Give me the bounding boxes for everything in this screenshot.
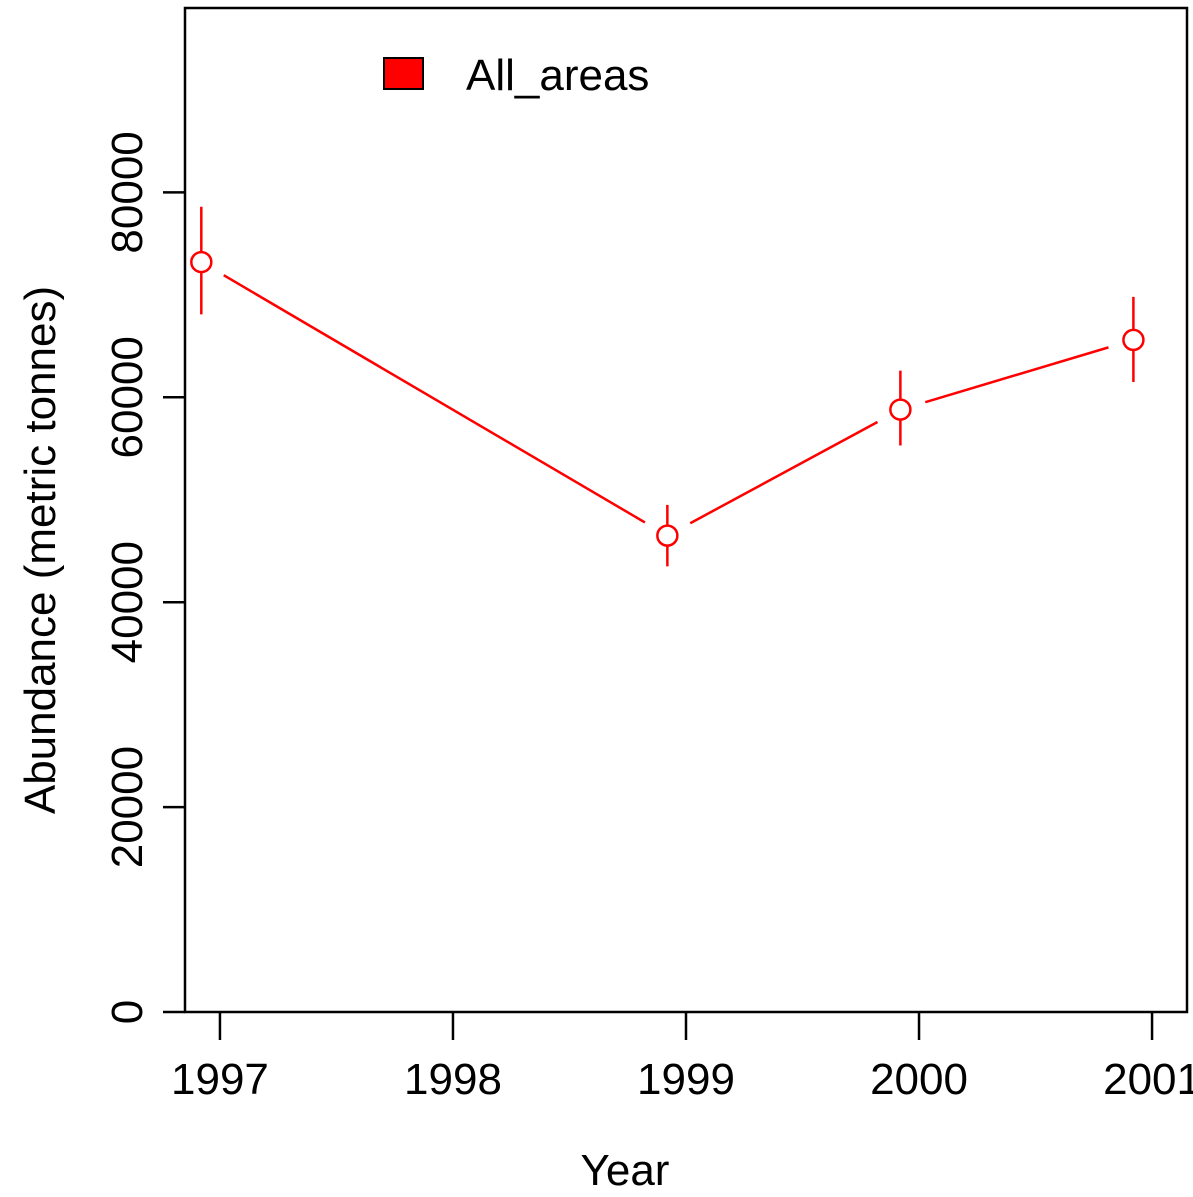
y-axis: 0 20000 40000 60000 80000 [103,131,185,1024]
x-axis-label: Year [581,1146,670,1195]
data-point [1122,328,1145,352]
data-point [656,524,679,547]
data-point [889,398,912,421]
y-tick-label: 40000 [103,541,152,663]
legend-swatch [383,57,424,90]
y-tick-label: 60000 [103,336,152,458]
x-tick-label: 2000 [870,1055,968,1104]
y-tick-label: 0 [103,1000,152,1024]
plot-frame [183,6,1189,1014]
legend-label: All_areas [466,51,649,100]
legend: All_areas [383,51,649,100]
x-axis: 1997 1998 1999 2000 2001 [171,1012,1193,1104]
y-tick-label: 20000 [103,746,152,868]
series-layer [190,206,1145,567]
series-line-segment [924,346,1109,404]
series-line-segment [689,420,879,525]
x-tick-label: 1998 [404,1055,502,1104]
x-tick-label: 1997 [171,1055,269,1104]
x-tick-label: 2001 [1103,1055,1193,1104]
series-line-segment [223,274,646,524]
data-point [190,250,213,274]
y-tick-label: 80000 [103,131,152,253]
x-tick-label: 1999 [637,1055,735,1104]
y-axis-label: Abundance (metric tonnes) [16,286,65,814]
